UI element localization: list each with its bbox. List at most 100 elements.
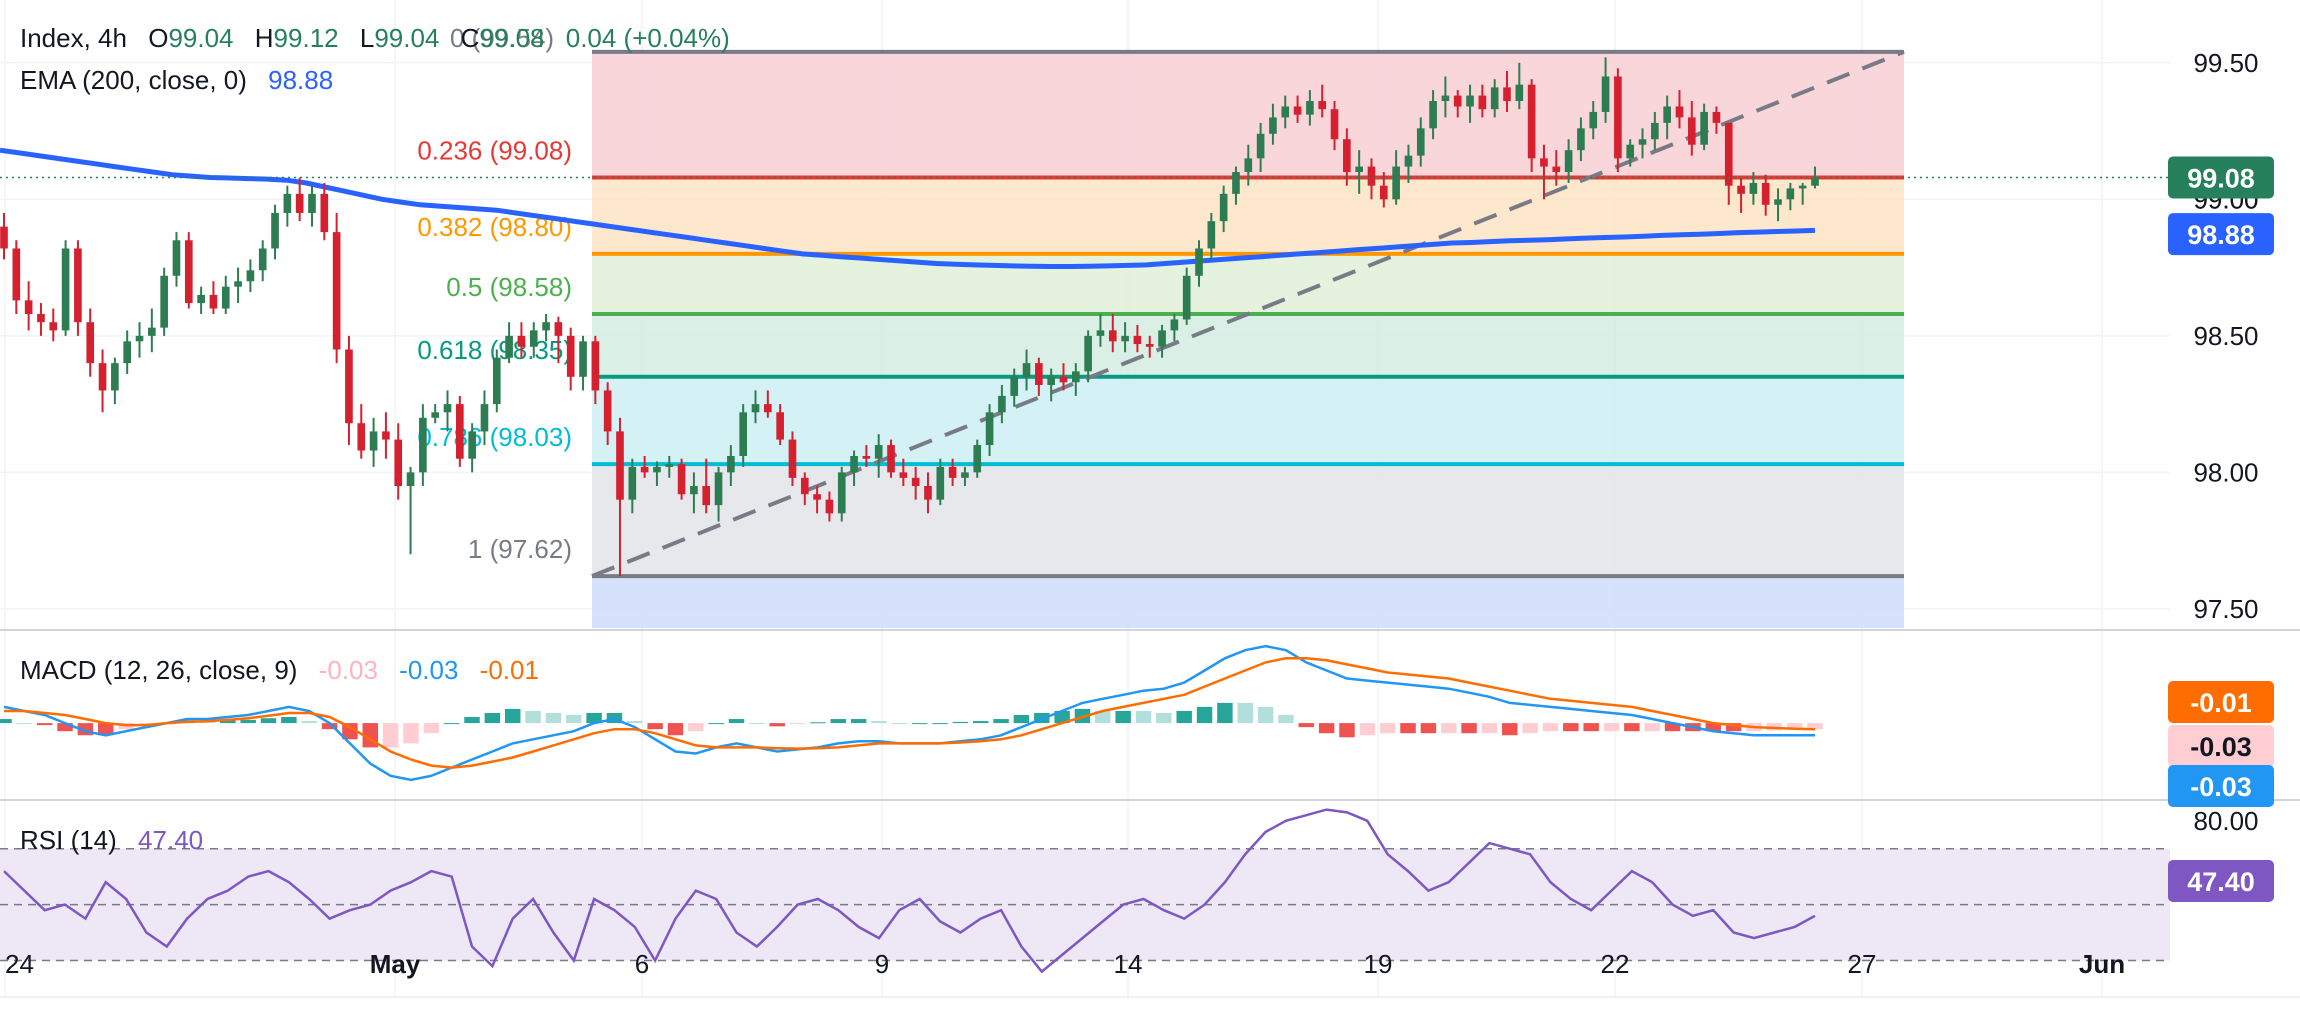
time-axis-label: May	[370, 949, 421, 979]
signal-value: -0.01	[480, 655, 539, 685]
candle-body	[862, 455, 871, 459]
symbol-label[interactable]: Index, 4h O99.04 H99.12 L99.04 C99.08 0.…	[20, 23, 730, 53]
macd-histogram-bar	[1766, 723, 1783, 731]
macd-histogram-bar	[484, 712, 501, 724]
macd-histogram-bar	[1013, 715, 1030, 724]
ema-legend[interactable]: EMA (200, close, 0) 98.88	[20, 65, 333, 95]
time-axis-label: Jun	[2079, 949, 2125, 979]
candle-body	[1552, 166, 1561, 173]
candle-body	[1392, 166, 1400, 200]
low-value: 99.04	[374, 23, 439, 53]
macd-histogram-bar	[1440, 723, 1457, 734]
macd-histogram-bar	[1237, 702, 1253, 724]
time-axis-label: 6	[635, 949, 649, 979]
macd-histogram-bar	[891, 723, 908, 725]
time-axis-label: 24	[5, 949, 34, 979]
macd-histogram-bar	[464, 717, 480, 724]
macd-histogram-bar	[1318, 723, 1335, 734]
signal-badge: -0.01	[2168, 681, 2274, 723]
time-axis-label: 27	[1848, 949, 1877, 979]
macd-histogram-bar	[1644, 723, 1660, 732]
macd-histogram-bar	[1725, 723, 1742, 732]
candle-body	[86, 322, 95, 364]
candle-body	[1355, 166, 1363, 173]
macd-histogram-bar	[301, 721, 317, 724]
candle-body	[1663, 106, 1671, 123]
candle-body	[702, 486, 711, 506]
macd-histogram-bar	[1278, 715, 1294, 724]
open-value: 99.04	[168, 23, 233, 53]
macd-histogram-bar	[911, 723, 928, 725]
candle-body	[1429, 101, 1437, 129]
candle-body	[295, 193, 304, 213]
candle-body	[579, 341, 587, 377]
macd-histogram-bar	[789, 723, 806, 725]
candle-body	[1589, 111, 1598, 129]
candle-body	[345, 349, 353, 424]
time-axis-label: 19	[1364, 949, 1393, 979]
rsi-legend[interactable]: RSI (14) 47.40	[20, 825, 203, 855]
candle-body	[1651, 122, 1659, 140]
candle-body	[788, 439, 797, 478]
ema-badge: 98.88	[2168, 213, 2274, 256]
macd-histogram-bar	[1359, 723, 1376, 736]
last-price-badge: 99.08	[2168, 156, 2274, 199]
low-label: L	[360, 23, 374, 53]
candle-body	[1022, 363, 1031, 377]
candle-body	[924, 486, 932, 500]
candle-body	[431, 412, 440, 418]
macd-histogram-bar	[1481, 723, 1498, 734]
candle-body	[1219, 193, 1228, 222]
candle-body	[1453, 95, 1462, 107]
macd-histogram-bar	[1257, 706, 1274, 724]
candle-body	[98, 363, 107, 391]
high-label: H	[255, 23, 274, 53]
rsi-title: RSI (14)	[20, 825, 117, 855]
candle-body	[739, 412, 748, 456]
macd-histogram-bar	[586, 712, 602, 724]
trendline[interactable]	[591, 50, 1905, 578]
candle-body	[184, 240, 193, 304]
candle-body	[1761, 182, 1770, 205]
candle-body	[1281, 106, 1290, 118]
candle-body	[1084, 335, 1092, 372]
candle-body	[197, 294, 205, 304]
macd-histogram-bar	[1624, 723, 1640, 732]
candle-body	[936, 466, 945, 500]
macd-legend[interactable]: MACD (12, 26, close, 9) -0.03 -0.03 -0.0…	[20, 655, 539, 685]
candle-body	[1244, 158, 1253, 173]
candle-body	[1626, 144, 1635, 159]
candle-body	[1478, 95, 1487, 110]
macd-histogram-bar	[1298, 723, 1315, 728]
macd-histogram-bar	[993, 719, 1009, 724]
macd-histogram-bar	[566, 715, 582, 724]
close-label: C	[461, 23, 480, 53]
rsi-levels	[0, 847, 2170, 962]
macd-histogram-bar	[1603, 723, 1620, 732]
candle-body	[566, 335, 575, 377]
candle-body	[123, 341, 132, 364]
candle-body	[1601, 76, 1610, 112]
candle-body	[1540, 158, 1548, 167]
macd-histogram-bar	[972, 721, 989, 724]
candle-body	[1343, 139, 1351, 173]
fibonacci-retracement[interactable]	[592, 49, 1904, 628]
macd-histogram-bar	[688, 723, 704, 732]
time-axis[interactable]: 24 May 6 9 14 19 22 27 Jun	[5, 949, 2125, 979]
candle-body	[394, 439, 403, 487]
candle-body	[1195, 248, 1203, 276]
rsi-badge: 47.40	[2168, 860, 2274, 902]
macd-badge: -0.03	[2168, 765, 2274, 807]
candle-body	[1367, 166, 1376, 186]
fib-level-label: 0.5 (98.58)	[446, 272, 572, 302]
candle-body	[554, 322, 563, 336]
macd-histogram-bar	[443, 723, 460, 725]
signal-badge-box	[2168, 681, 2274, 723]
candlesticks	[0, 57, 1819, 577]
candle-body	[419, 417, 427, 473]
candle-body	[456, 404, 464, 459]
candle-body	[1724, 122, 1733, 186]
candle-body	[1712, 111, 1721, 123]
candle-body	[1059, 376, 1068, 383]
